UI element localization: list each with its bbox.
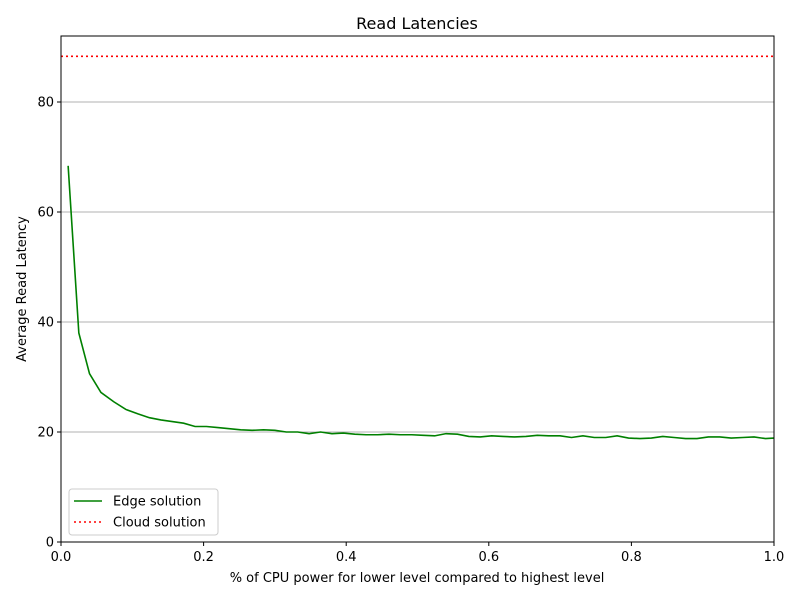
x-tick-label: 0.4 [336, 550, 357, 565]
y-ticks: 0 20 40 60 80 [37, 96, 61, 551]
y-tick-label: 40 [37, 316, 54, 331]
y-axis-title: Average Read Latency [15, 216, 30, 362]
y-tick-label: 60 [37, 206, 54, 221]
series-line-edge-solution [67, 165, 775, 440]
x-tick-label: 1.0 [764, 550, 785, 565]
x-tick-label: 0.2 [193, 550, 214, 565]
x-tick-label: 0.6 [478, 550, 499, 565]
legend-label: Edge solution [113, 495, 201, 510]
x-tick-label: 0.8 [621, 550, 642, 565]
x-tick-label: 0.0 [51, 550, 72, 565]
legend-label: Cloud solution [113, 516, 206, 531]
series-layer [61, 55, 775, 440]
grid-lines [61, 101, 774, 433]
y-tick-label: 20 [37, 426, 54, 441]
plot-frame [60, 35, 775, 543]
x-ticks: 0.0 0.2 0.4 0.6 0.8 1.0 [51, 542, 785, 565]
y-tick-label: 0 [46, 536, 54, 551]
legend-box [68, 488, 219, 536]
y-tick-label: 80 [37, 96, 54, 111]
x-axis-title: % of CPU power for lower level compared … [230, 571, 605, 586]
legend: Edge solution Cloud solution [68, 488, 219, 536]
chart-title: Read Latencies [356, 14, 478, 33]
